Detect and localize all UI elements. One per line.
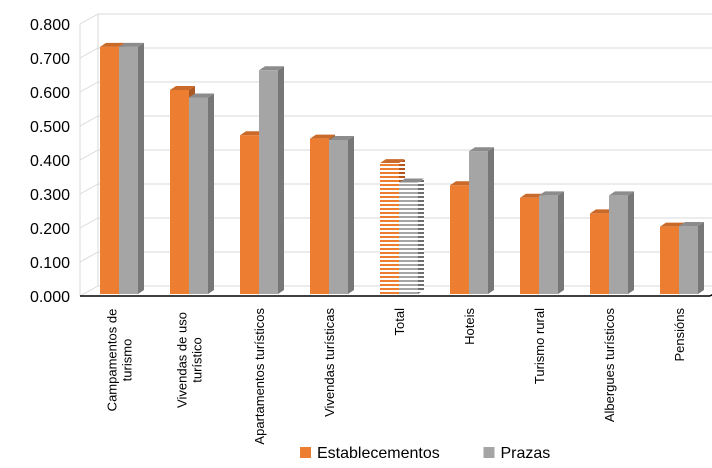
bars — [100, 42, 704, 294]
y-tick-label: 0.100 — [30, 255, 70, 272]
category-label-group: Albergues turísticos — [602, 308, 617, 423]
y-tick-label: 0.600 — [30, 85, 70, 102]
bar-side-prazas — [138, 42, 144, 294]
gridline-edge — [79, 47, 99, 59]
category-label: Pensións — [672, 308, 687, 362]
bar-top-prazas — [469, 147, 494, 152]
category-label: Vivendas turísticas — [322, 308, 337, 417]
bar-prazas — [679, 226, 698, 294]
bar-top-prazas — [259, 66, 284, 71]
bar-top-prazas — [539, 191, 564, 196]
gridline-edge — [79, 13, 99, 25]
bar-establecementos — [240, 135, 259, 294]
bar-prazas — [609, 195, 628, 294]
bar-top-establecementos — [310, 134, 335, 139]
legend: Establecementos Prazas — [300, 445, 550, 462]
bar-establecementos — [310, 138, 329, 294]
bar-prazas — [189, 97, 208, 294]
category-label-group: Apartamentos turísticos — [252, 308, 267, 445]
bar-side-prazas — [628, 191, 634, 294]
bar-establecementos — [590, 213, 609, 294]
bar-establecementos — [170, 90, 189, 294]
bar-prazas — [119, 46, 138, 294]
gridline-edge — [79, 149, 99, 161]
category-label: Vivendas de uso — [175, 312, 190, 408]
category-label-group: Pensións — [672, 308, 687, 362]
category-label: turismo — [120, 339, 135, 382]
bar-side-prazas — [418, 178, 424, 294]
legend-label-prazas: Prazas — [501, 445, 551, 462]
bar-top-establecementos — [170, 86, 195, 90]
bar-side-prazas — [278, 66, 284, 294]
legend-swatch-prazas — [483, 447, 495, 458]
bar-top-establecementos — [660, 222, 685, 227]
bar-establecementos — [100, 46, 119, 294]
category-label-group: Turismo rural — [532, 308, 547, 384]
y-tick-label: 0.400 — [30, 153, 70, 170]
bar-side-prazas — [208, 93, 214, 294]
bar-top-establecementos — [520, 193, 545, 198]
gridline-edge — [79, 285, 99, 297]
category-label: Hoteis — [462, 308, 477, 345]
bar-top-prazas — [329, 135, 354, 140]
category-label: Albergues turísticos — [602, 308, 617, 423]
bar-prazas — [259, 70, 278, 294]
bar-top-prazas — [399, 178, 424, 183]
y-tick-label: 0.700 — [30, 51, 70, 68]
bar-establecementos — [380, 163, 399, 294]
bar-top-establecementos — [240, 131, 265, 136]
bar-top-establecementos — [590, 209, 615, 214]
category-label: turístico — [190, 337, 205, 383]
bar-establecementos — [450, 185, 469, 294]
bar-prazas — [399, 182, 418, 294]
y-tick-label: 0.500 — [30, 119, 70, 136]
gridline-edge — [79, 251, 99, 263]
gridline-edge — [79, 115, 99, 127]
gridline-edge — [79, 81, 99, 93]
category-label: Apartamentos turísticos — [252, 308, 267, 445]
axes: 0.000 0.100 0.200 0.300 0.400 0.500 0.600 0.700… — [30, 17, 712, 306]
gridline-edge — [79, 217, 99, 229]
bar-side-prazas — [698, 222, 704, 294]
bar-side-prazas — [348, 135, 354, 294]
gridline-edge — [79, 183, 99, 195]
category-label-group: Vivendas turísticas — [322, 308, 337, 417]
category-label-group: Total — [392, 308, 407, 336]
bar-top-prazas — [679, 222, 704, 226]
bar-establecementos — [660, 226, 679, 294]
bar-establecementos — [520, 197, 539, 294]
y-tick-label: 0.000 — [30, 289, 70, 306]
category-label: Turismo rural — [532, 308, 547, 384]
legend-label-establecementos: Establecementos — [317, 445, 440, 462]
bar-top-establecementos — [380, 159, 405, 164]
legend-swatch-establecementos — [300, 447, 311, 458]
bar-top-prazas — [119, 42, 144, 47]
bar-prazas — [539, 195, 558, 294]
bar-side-prazas — [488, 147, 494, 294]
bar-prazas — [469, 151, 488, 294]
bar-top-establecementos — [100, 42, 125, 47]
category-label-group: Hoteis — [462, 308, 477, 345]
y-tick-label: 0.200 — [30, 221, 70, 238]
bar-top-prazas — [189, 93, 214, 98]
y-tick-label: 0.800 — [30, 17, 70, 34]
y-tick-label: 0.300 — [30, 187, 70, 204]
category-label-group: Vivendas de uso turístico — [175, 312, 205, 408]
category-labels: Campamentos de turismo Vivendas de uso turí… — [105, 308, 688, 445]
category-label: Total — [392, 308, 407, 336]
bar-side-prazas — [558, 191, 564, 294]
bar-prazas — [329, 139, 348, 294]
bar-top-establecementos — [450, 181, 475, 186]
category-label: Campamentos de — [105, 309, 120, 412]
bar-top-prazas — [609, 191, 634, 196]
category-label-group: Campamentos de turismo — [105, 309, 135, 412]
